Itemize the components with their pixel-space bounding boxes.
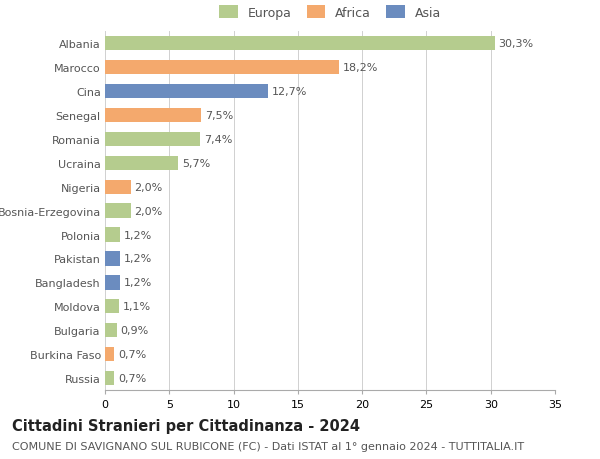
Text: 0,9%: 0,9% [121,325,149,336]
Text: 30,3%: 30,3% [499,39,533,49]
Legend: Europa, Africa, Asia: Europa, Africa, Asia [217,4,443,22]
Text: 7,4%: 7,4% [204,134,232,145]
Text: 2,0%: 2,0% [134,206,163,216]
Text: 1,1%: 1,1% [123,302,151,312]
Bar [105,347,114,362]
Text: 1,2%: 1,2% [124,278,152,288]
Bar [105,156,178,171]
Text: 1,2%: 1,2% [124,230,152,240]
Text: Cittadini Stranieri per Cittadinanza - 2024: Cittadini Stranieri per Cittadinanza - 2… [12,418,360,433]
Bar [105,37,494,51]
Text: 0,7%: 0,7% [118,373,146,383]
Text: 1,2%: 1,2% [124,254,152,264]
Bar [105,132,200,147]
Bar [105,228,121,242]
Bar [105,61,339,75]
Text: 18,2%: 18,2% [343,63,378,73]
Bar [105,299,119,314]
Bar [105,252,121,266]
Bar [105,371,114,386]
Text: 5,7%: 5,7% [182,158,211,168]
Bar [105,323,116,338]
Text: 12,7%: 12,7% [272,87,308,97]
Text: 0,7%: 0,7% [118,349,146,359]
Bar [105,275,121,290]
Text: COMUNE DI SAVIGNANO SUL RUBICONE (FC) - Dati ISTAT al 1° gennaio 2024 - TUTTITAL: COMUNE DI SAVIGNANO SUL RUBICONE (FC) - … [12,441,524,451]
Bar [105,180,131,195]
Bar [105,108,202,123]
Text: 7,5%: 7,5% [205,111,233,121]
Bar [105,84,268,99]
Bar [105,204,131,218]
Text: 2,0%: 2,0% [134,182,163,192]
